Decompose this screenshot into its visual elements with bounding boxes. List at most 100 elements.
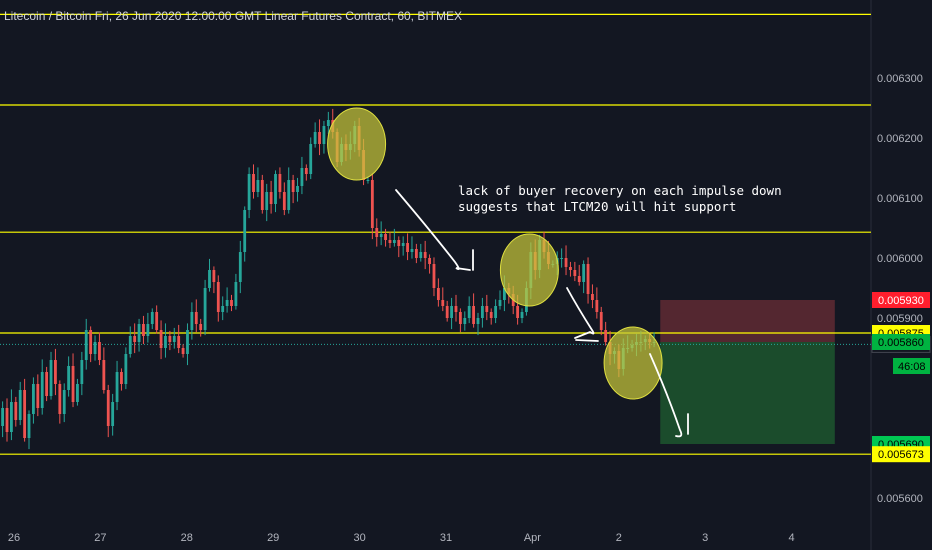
candle-body xyxy=(212,270,216,282)
horizontal-levels[interactable] xyxy=(0,13,871,455)
candle-body xyxy=(379,234,383,237)
candle-body xyxy=(265,192,269,210)
highlight-circle-3[interactable] xyxy=(603,326,663,400)
candle-body xyxy=(423,252,427,258)
time-tick-label: 27 xyxy=(94,532,106,544)
candle-body xyxy=(516,306,520,318)
candle-body xyxy=(291,180,295,192)
candle-body xyxy=(54,360,57,384)
candle-body xyxy=(564,258,568,267)
candle-body xyxy=(410,249,414,252)
candle-body xyxy=(269,192,273,204)
annotation-text[interactable]: lack of buyer recovery on each impulse d… xyxy=(458,183,782,215)
candle-body xyxy=(234,282,238,306)
candle-body xyxy=(89,330,93,354)
arrow-drawing-2[interactable] xyxy=(566,287,599,342)
candle-body xyxy=(45,372,49,396)
candle-body xyxy=(467,306,471,318)
candle-body xyxy=(177,336,181,348)
time-tick-label: 30 xyxy=(353,532,365,544)
time-tick-label: 2 xyxy=(616,532,622,544)
candle-body xyxy=(388,240,392,243)
highlight-circle-1[interactable] xyxy=(327,107,387,181)
countdown-label: 46:08 xyxy=(898,361,926,373)
candle-body xyxy=(36,384,40,408)
candle-body xyxy=(392,240,396,243)
time-tick-label: 4 xyxy=(789,532,795,544)
candle-body xyxy=(503,288,506,300)
candle-body xyxy=(40,372,44,408)
candle-body xyxy=(313,132,317,144)
candle-body xyxy=(159,330,163,348)
price-tick-label: 0.006000 xyxy=(877,253,923,265)
candle-body xyxy=(238,252,242,282)
candle-body xyxy=(247,174,251,210)
candle-body xyxy=(326,120,330,126)
candle-body xyxy=(397,240,401,246)
candle-body xyxy=(401,243,405,246)
arrow-drawing-1[interactable] xyxy=(395,189,474,271)
candle-body xyxy=(582,264,586,282)
candle-body xyxy=(230,300,233,306)
candle-body xyxy=(23,390,27,438)
candle-body xyxy=(1,408,5,426)
candle-body xyxy=(441,300,445,306)
candle-body xyxy=(216,282,220,312)
candle-body xyxy=(287,180,291,210)
candle-body xyxy=(199,324,203,330)
candle-body xyxy=(304,168,308,174)
candle-body xyxy=(375,228,379,237)
candle-body xyxy=(414,249,418,258)
price-marker-current xyxy=(872,334,930,350)
candle-body xyxy=(445,306,449,318)
candle-body xyxy=(520,312,524,318)
candle-body xyxy=(137,324,141,342)
take-profit-zone[interactable] xyxy=(660,342,835,444)
candle-body xyxy=(450,306,453,318)
candle-body xyxy=(498,300,502,306)
price-tick-label: 0.005600 xyxy=(877,493,923,505)
candle-body xyxy=(256,180,260,192)
long-position-tool[interactable] xyxy=(660,300,835,444)
candle-body xyxy=(252,174,255,192)
candle-body xyxy=(406,243,409,252)
candle-body xyxy=(49,360,53,396)
candle-body xyxy=(106,390,110,426)
candle-body xyxy=(309,144,313,174)
price-marker-label: 0.005673 xyxy=(878,449,924,461)
candle-body xyxy=(186,330,189,354)
candle-body xyxy=(458,312,462,324)
candle-body xyxy=(124,354,128,384)
candle-body xyxy=(436,288,440,300)
time-tick-label: 31 xyxy=(440,532,452,544)
price-marker-label: 0.005860 xyxy=(878,337,924,349)
stop-loss-zone[interactable] xyxy=(660,300,835,342)
arrow-drawing-3[interactable] xyxy=(649,353,689,438)
highlight-circles[interactable] xyxy=(327,107,663,400)
candle-body xyxy=(463,318,467,324)
candle-body xyxy=(80,360,84,384)
candle-body xyxy=(476,318,480,324)
candle-body xyxy=(454,306,458,312)
candle-body xyxy=(225,300,229,306)
candle-body xyxy=(472,306,476,324)
candle-body xyxy=(142,324,145,336)
candle-body xyxy=(155,312,159,330)
candle-body xyxy=(480,306,484,318)
candle-body xyxy=(274,174,277,204)
candle-body xyxy=(32,384,35,414)
arrow-drawings[interactable] xyxy=(395,189,689,438)
candle-body xyxy=(208,270,211,288)
candle-body xyxy=(181,348,185,354)
price-tick-label: 0.005900 xyxy=(877,313,923,325)
price-tick-label: 0.006100 xyxy=(877,193,923,205)
candle-body xyxy=(62,390,66,414)
candle-body xyxy=(5,408,9,432)
candle-body xyxy=(18,390,22,420)
candle-body xyxy=(260,180,264,210)
candle-body xyxy=(318,132,321,144)
candle-body xyxy=(172,336,176,342)
highlight-circle-2[interactable] xyxy=(499,233,559,307)
